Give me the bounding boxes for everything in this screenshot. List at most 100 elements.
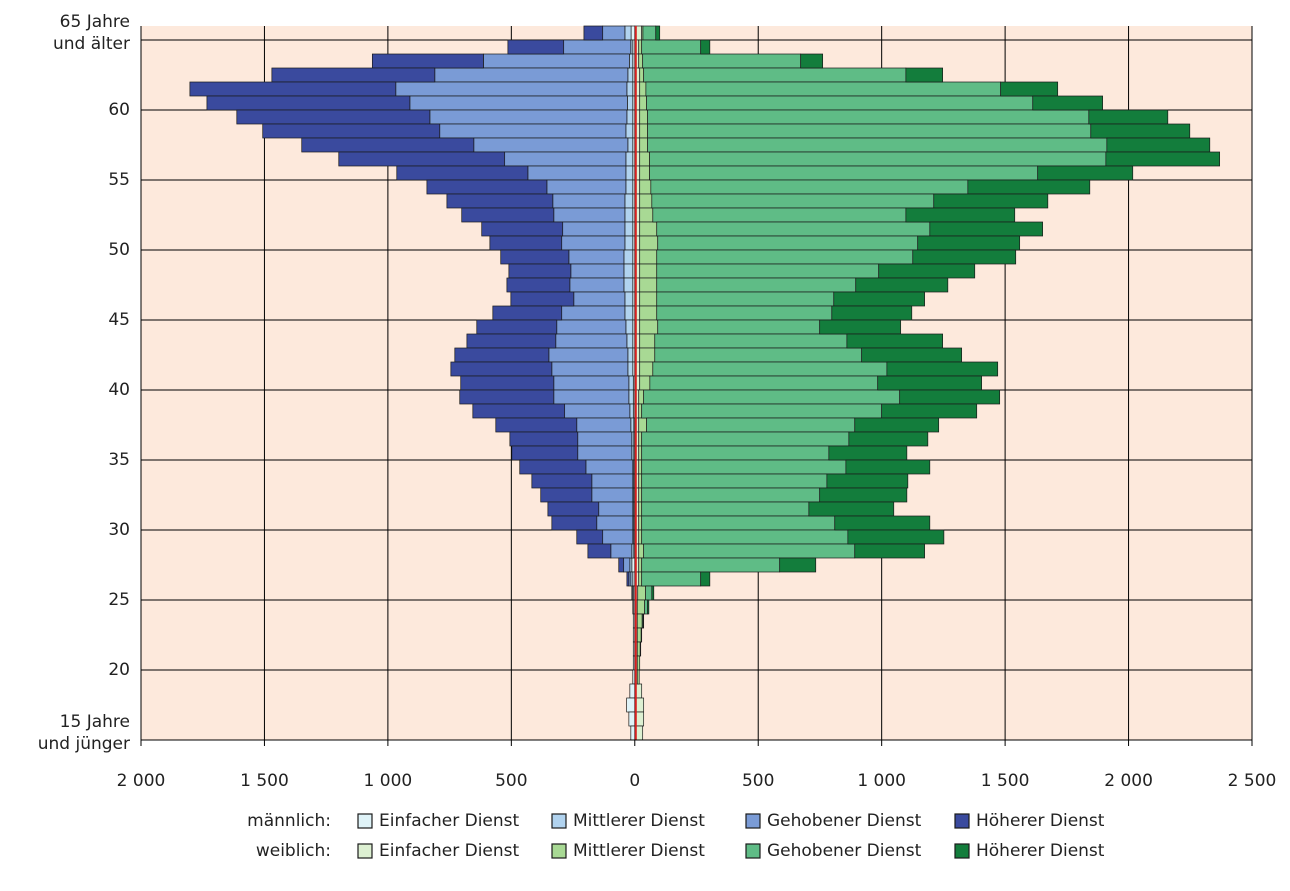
bar-segment	[647, 599, 650, 615]
bar-segment	[855, 277, 949, 293]
bar-segment	[779, 557, 817, 573]
bar-segment	[819, 319, 902, 335]
bar-segment	[587, 543, 612, 559]
bar-segment	[236, 109, 431, 125]
bar-segment	[645, 585, 653, 601]
bar-segment	[618, 557, 625, 573]
bar-segment	[877, 375, 983, 391]
bar-segment	[639, 193, 653, 209]
bar-segment	[831, 305, 913, 321]
bar-segment	[656, 305, 833, 321]
bar-segment	[639, 67, 645, 83]
bar-segment	[638, 39, 643, 55]
bar-segment	[629, 403, 634, 419]
legend-swatch	[745, 843, 761, 859]
legend-label: Gehobener Dienst	[767, 841, 922, 861]
bar-segment	[1088, 109, 1169, 125]
bar-segment	[396, 165, 529, 181]
bar-segment	[645, 81, 1002, 97]
bar-segment	[630, 725, 636, 741]
y-tick-label: 35	[108, 450, 130, 470]
x-tick-label: 1 000	[364, 771, 413, 791]
bar-segment	[624, 235, 634, 251]
bar-segment	[639, 305, 658, 321]
bar-segment	[508, 263, 572, 279]
bar-segment	[639, 81, 647, 97]
bar-segment	[656, 291, 835, 307]
bar-segment	[657, 319, 821, 335]
bar-segment	[573, 291, 626, 307]
bar-segment	[655, 25, 661, 41]
bar-segment	[636, 669, 640, 685]
bar-segment	[639, 179, 652, 195]
bar-segment	[652, 361, 888, 377]
x-tick-label: 2 000	[1104, 771, 1153, 791]
bar-segment	[643, 67, 907, 83]
bar-segment	[553, 375, 630, 391]
bar-segment	[481, 221, 564, 237]
bar-segment	[531, 473, 593, 489]
bar-segment	[846, 333, 943, 349]
bar-segment	[808, 501, 895, 517]
x-tick-label: 1 500	[981, 771, 1030, 791]
bar-segment	[638, 571, 643, 587]
bar-segment	[395, 81, 628, 97]
bar-segment	[472, 403, 566, 419]
bar-segment	[657, 235, 919, 251]
bar-segment	[338, 151, 506, 167]
bar-segment	[1037, 165, 1134, 181]
bar-segment	[639, 137, 648, 153]
bar-segment	[641, 501, 810, 517]
bar-segment	[426, 179, 548, 195]
legend-swatch	[551, 843, 567, 859]
bar-segment	[639, 165, 650, 181]
x-tick-label: 1 500	[240, 771, 289, 791]
legend-group-label: männlich:	[247, 811, 331, 831]
bar-segment	[1105, 151, 1221, 167]
bar-segment	[641, 557, 781, 573]
bar-segment	[624, 193, 634, 209]
bar-segment	[527, 165, 627, 181]
bar-segment	[917, 235, 1021, 251]
bar-segment	[636, 599, 646, 615]
bar-segment	[638, 389, 645, 405]
bar-segment	[546, 179, 627, 195]
bar-segment	[576, 529, 604, 545]
y-tick-label: 15 Jahre und jünger	[37, 712, 130, 754]
bar-segment	[409, 95, 628, 111]
bar-segment	[450, 361, 553, 377]
bar-segment	[189, 81, 397, 97]
bar-segment	[577, 431, 633, 447]
bar-segment	[649, 165, 1039, 181]
bar-segment	[624, 291, 634, 307]
bar-segment	[639, 291, 658, 307]
bar-segment	[492, 305, 563, 321]
bar-segment	[642, 25, 657, 41]
bar-segment	[562, 221, 626, 237]
bar-segment	[647, 137, 1108, 153]
bar-segment	[624, 221, 634, 237]
legend-swatch	[357, 843, 373, 859]
legend-swatch	[954, 813, 970, 829]
bar-segment	[627, 95, 634, 111]
x-tick-label: 1 000	[857, 771, 906, 791]
bar-segment	[629, 683, 636, 699]
bar-segment	[548, 347, 629, 363]
bar-segment	[563, 39, 632, 55]
bar-segment	[641, 515, 836, 531]
bar-segment	[547, 501, 600, 517]
bar-segment	[967, 179, 1091, 195]
bar-segment	[638, 529, 643, 545]
bar-segment	[371, 53, 484, 69]
bar-segment	[636, 655, 641, 671]
bar-segment	[878, 263, 976, 279]
bar-segment	[647, 109, 1090, 125]
legend-label: Höherer Dienst	[976, 811, 1105, 831]
bar-segment	[506, 277, 571, 293]
bar-segment	[556, 319, 627, 335]
bar-segment	[845, 459, 931, 475]
x-tick-label: 0	[629, 771, 640, 791]
bar-segment	[446, 193, 554, 209]
